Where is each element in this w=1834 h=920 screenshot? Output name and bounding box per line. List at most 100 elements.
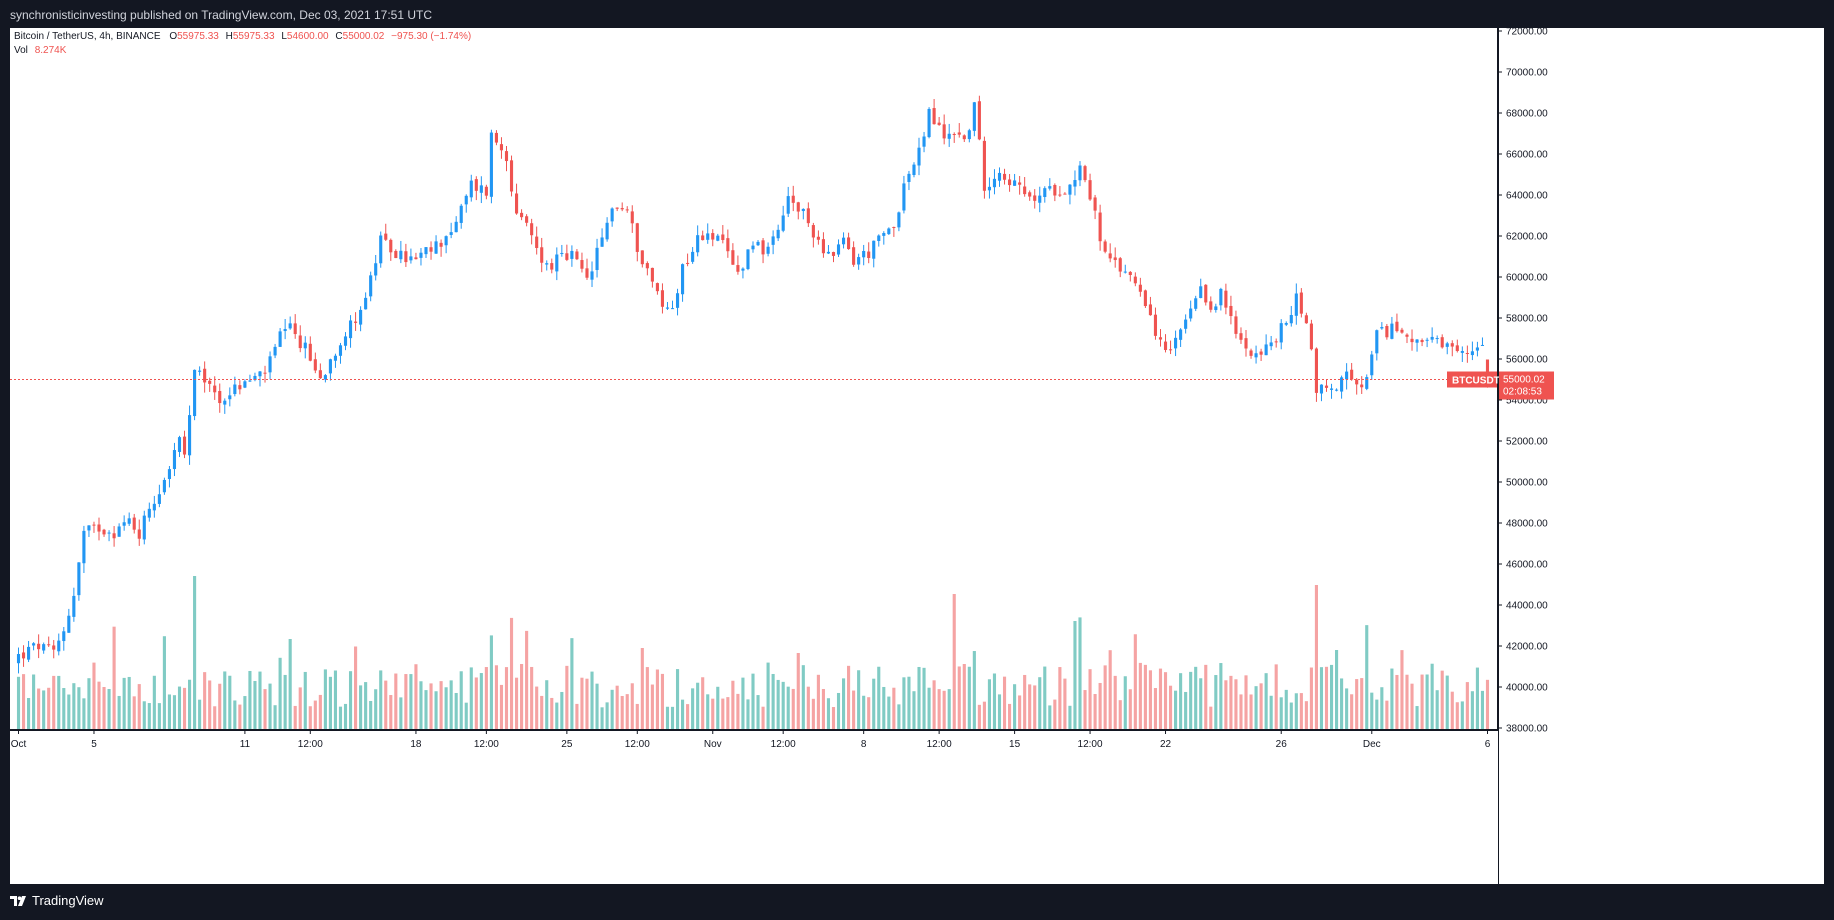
candle-body (761, 240, 765, 255)
volume-bar (1420, 674, 1424, 729)
candle-body (650, 267, 654, 282)
candle-body (474, 179, 478, 191)
volume-bar (449, 680, 453, 729)
candle-body (716, 235, 720, 241)
volume-bar (87, 678, 91, 729)
candle-body (1048, 186, 1052, 189)
volume-bar (1329, 664, 1334, 729)
volume-bar (877, 666, 881, 729)
volume-bar (786, 686, 790, 729)
candle-body (942, 124, 946, 139)
volume-bar (273, 705, 277, 729)
candle-body (47, 644, 51, 646)
candle-body (338, 345, 343, 356)
candle-body (1184, 319, 1188, 329)
volume-bar (962, 664, 966, 729)
volume-bar (223, 671, 227, 729)
candle-body (952, 134, 956, 136)
volume-bar (706, 694, 710, 729)
candle-body (857, 257, 861, 265)
candle-body (348, 320, 353, 339)
volume-bar (605, 702, 609, 729)
candle-body (887, 228, 891, 235)
volume-bar (1284, 689, 1288, 729)
candle-body (1018, 182, 1022, 185)
candle-body (233, 384, 237, 395)
candlestick-chart[interactable]: 72000.00 70000.00 68000.00 66000.00 64000.00… (10, 28, 1824, 884)
candle-body (736, 265, 740, 272)
candle-body (1405, 334, 1409, 337)
candle-body (172, 450, 177, 470)
volume-bar (162, 636, 166, 729)
candle-body (92, 524, 96, 526)
candle-body (379, 235, 383, 264)
candle-body (218, 390, 222, 404)
price-axis[interactable]: 72000.00 70000.00 68000.00 66000.00 64000.00… (1498, 28, 1548, 735)
volume-bar (1234, 679, 1238, 729)
candle-body (208, 380, 212, 384)
legend-symbol: Bitcoin / TetherUS, 4h, BINANCE (14, 31, 161, 42)
candle-body (1314, 348, 1318, 393)
candle-body (535, 236, 539, 248)
volume-bar (409, 674, 413, 729)
candle-body (359, 309, 363, 325)
candle-body (1304, 315, 1308, 324)
volume-bar (806, 686, 810, 729)
chart-panel[interactable]: 72000.00 70000.00 68000.00 66000.00 64000.00… (10, 28, 1824, 884)
time-tick-label: 12:00 (1078, 739, 1103, 750)
candle-body (1229, 305, 1233, 317)
volume-bar (1199, 678, 1203, 729)
time-tick-label: 6 (1485, 739, 1491, 750)
volume-bar (419, 681, 423, 729)
candle-body (1264, 344, 1268, 356)
volume-bar (590, 671, 594, 729)
candle-body (1219, 288, 1223, 306)
candle-body (741, 268, 745, 271)
tradingview-logo[interactable]: TradingView (10, 893, 104, 908)
candle-body (303, 342, 307, 349)
candle-body (42, 644, 46, 651)
time-axis[interactable]: Oct 5 11 12:00 18 12:00 25 12:00 Nov 12:00 8 12:00 1… (11, 730, 1491, 750)
volume-bar (384, 680, 388, 729)
volume-bar (1083, 690, 1087, 729)
volume-bar (791, 688, 795, 729)
volume-bar (1179, 673, 1183, 729)
volume-bar (736, 693, 740, 729)
volume-bar (610, 689, 614, 729)
volume-bar (1470, 691, 1474, 729)
volume-bar (1002, 676, 1007, 729)
candle-body (645, 263, 649, 269)
volume-bar (1068, 705, 1072, 729)
volume-bar (278, 657, 282, 729)
candle-body (897, 212, 901, 228)
volume-bar (203, 672, 207, 729)
volume-bar (193, 576, 197, 729)
volume-bar (645, 667, 649, 729)
volume-bar (1058, 667, 1062, 729)
volume-bar (766, 662, 770, 729)
volume-bar (1264, 673, 1268, 729)
volume-bar (1435, 690, 1439, 729)
candle-body (826, 251, 831, 254)
candle-body (278, 331, 282, 347)
volume-bar (167, 694, 171, 729)
candle-body (1340, 377, 1344, 392)
candle-body (1370, 354, 1374, 376)
price-axis-panel[interactable] (1498, 28, 1824, 884)
price-tick-label: 70000.00 (1506, 68, 1548, 79)
volume-bar (902, 677, 906, 729)
volume-bar (922, 667, 926, 729)
candle-body (1385, 325, 1389, 338)
price-tick-label: 52000.00 (1506, 437, 1548, 448)
candle-body (313, 359, 317, 371)
volume-bar (414, 664, 418, 729)
volume-bar (1485, 679, 1490, 729)
legend-high-label: H (226, 31, 233, 42)
candle-body (555, 254, 559, 272)
volume-bar (1209, 706, 1213, 729)
volume-bar (1008, 703, 1012, 729)
volume-bar (857, 670, 861, 729)
volume-bar (867, 697, 871, 729)
volume-bar (82, 698, 86, 729)
candle-body (193, 369, 197, 417)
